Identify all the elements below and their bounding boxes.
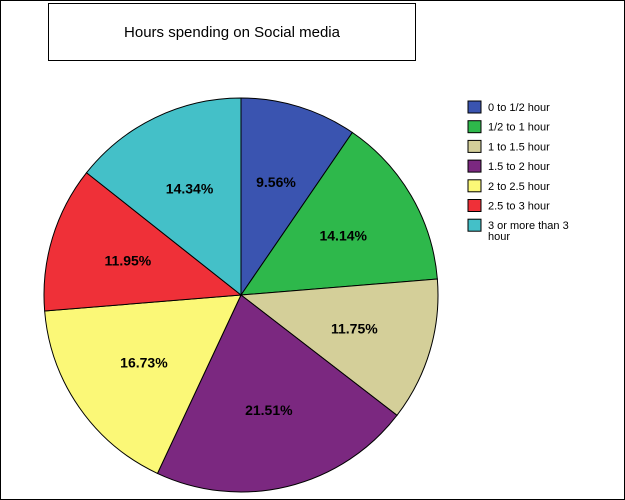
legend-item: 1/2 to 1 hour: [467, 120, 550, 134]
legend-swatch: [467, 100, 482, 114]
slice-data-label: 11.75%: [331, 321, 378, 337]
legend-label: 1 to 1.5 hour: [488, 141, 550, 153]
pie-slice: [240, 97, 354, 297]
legend-swatch: [467, 139, 482, 153]
legend-item: 0 to 1/2 hour: [467, 100, 550, 114]
legend-label: 1.5 to 2 hour: [488, 161, 550, 173]
chart-title: Hours spending on Social media: [48, 3, 416, 61]
legend-item: 1.5 to 2 hour: [467, 159, 550, 173]
legend-swatch: [467, 179, 482, 193]
slice-data-label: 14.14%: [319, 228, 367, 244]
pie-slice: [44, 294, 242, 475]
pie-slice: [239, 131, 438, 296]
pie-slice: [156, 294, 398, 493]
slice-data-label: 9.56%: [256, 174, 296, 190]
legend-label: 1/2 to 1 hour: [488, 122, 550, 134]
slice-data-label: 21.51%: [245, 402, 293, 418]
pie-slice: [43, 172, 243, 312]
slice-data-label: 16.73%: [120, 354, 168, 370]
slice-data-label: 14.34%: [166, 181, 214, 197]
legend-swatch: [467, 199, 482, 212]
legend-label: 2 to 2.5 hour: [488, 181, 550, 193]
slice-data-label: 11.95%: [105, 253, 152, 269]
legend-label: 2.5 to 3 hour: [488, 201, 550, 213]
legend-item: 1 to 1.5 hour: [467, 139, 550, 153]
legend-label: 0 to 1/2 hour: [488, 102, 550, 114]
pie-slice: [239, 278, 439, 417]
legend-swatch: [467, 120, 482, 134]
legend-swatch: [467, 159, 482, 173]
legend-item: 2 to 2.5 hour: [467, 179, 550, 193]
legend-item: 2.5 to 3 hour: [467, 199, 550, 213]
legend-swatch: [467, 218, 482, 232]
legend-label: hour: [488, 231, 510, 243]
legend-label: 3 or more than 3: [488, 220, 569, 232]
pie-slice: [85, 97, 242, 297]
